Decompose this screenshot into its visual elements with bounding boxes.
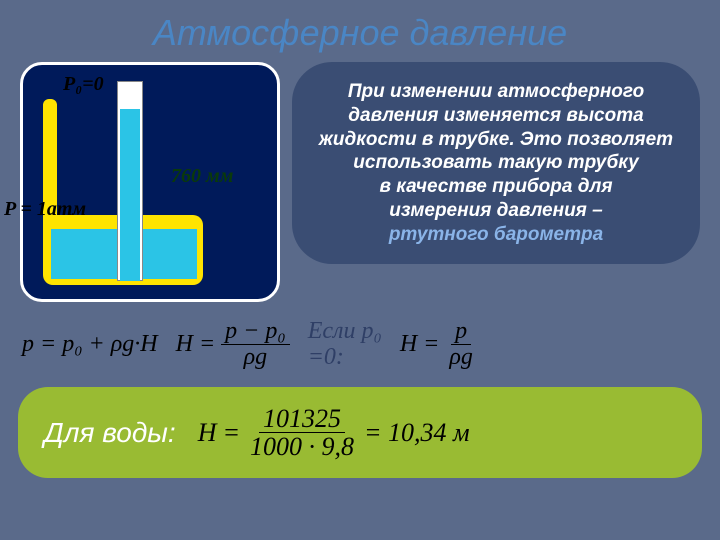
description-bubble: При изменении атмосферного давления изме… (292, 62, 700, 264)
frac2-den: ρg (445, 345, 477, 370)
frac-H: p − p₀ ρg (221, 319, 290, 370)
water-den: 1000 · 9,8 (246, 433, 358, 460)
bubble-line: измерения давления – (389, 200, 602, 221)
frac2-num: p (451, 319, 471, 345)
water-result: = 10,34 м (364, 418, 470, 448)
frac-num: p − p₀ (221, 319, 290, 345)
upper-row: P₀=0 760 мм При изменении атмосферного д… (0, 62, 720, 302)
height-label: 760 мм (171, 165, 233, 188)
H2-sym: H (400, 331, 417, 358)
barometer-diagram: P₀=0 760 мм (20, 62, 280, 302)
water-formula: H = 101325 1000 · 9,8 = 10,34 м (198, 405, 470, 461)
formula-H2: H = p ρg (400, 319, 477, 370)
bubble-line: При изменении атмосферного (348, 81, 644, 102)
water-equals: = (222, 418, 240, 448)
tube-liquid (120, 109, 140, 281)
formula-H: H = p − p₀ ρg (176, 319, 290, 370)
water-bubble: Для воды: H = 101325 1000 · 9,8 = 10,34 … (18, 387, 702, 479)
if-label: Если p₀ (308, 318, 382, 344)
bubble-line: давления изменяется высота (348, 105, 643, 126)
if-val: =0: (308, 344, 344, 370)
if-block: Если p₀ =0: (308, 318, 382, 371)
water-frac: 101325 1000 · 9,8 (246, 405, 358, 461)
bubble-line: использовать такую трубку (353, 152, 638, 173)
p-equals-label: P = 1атм (4, 198, 86, 221)
equals: = (199, 331, 215, 358)
frac-den: ρg (240, 345, 272, 370)
water-H: H (198, 418, 217, 448)
bubble-line: в качестве прибора для (379, 176, 612, 197)
formula-p: p = p₀ + ρg·H (22, 331, 158, 358)
p0-label: P₀=0 (63, 73, 104, 96)
bubble-line: жидкости в трубке. Это позволяет (319, 129, 673, 150)
bubble-emphasis: ртутного барометра (389, 224, 603, 245)
frac-H2: p ρg (445, 319, 477, 370)
equals2: = (423, 331, 439, 358)
page-title: Атмосферное давление (0, 0, 720, 62)
formula-row: p = p₀ + ρg·H H = p − p₀ ρg Если p₀ =0: … (0, 302, 720, 377)
water-num: 101325 (259, 405, 345, 433)
water-label: Для воды: (44, 417, 176, 449)
H-sym: H (176, 331, 193, 358)
